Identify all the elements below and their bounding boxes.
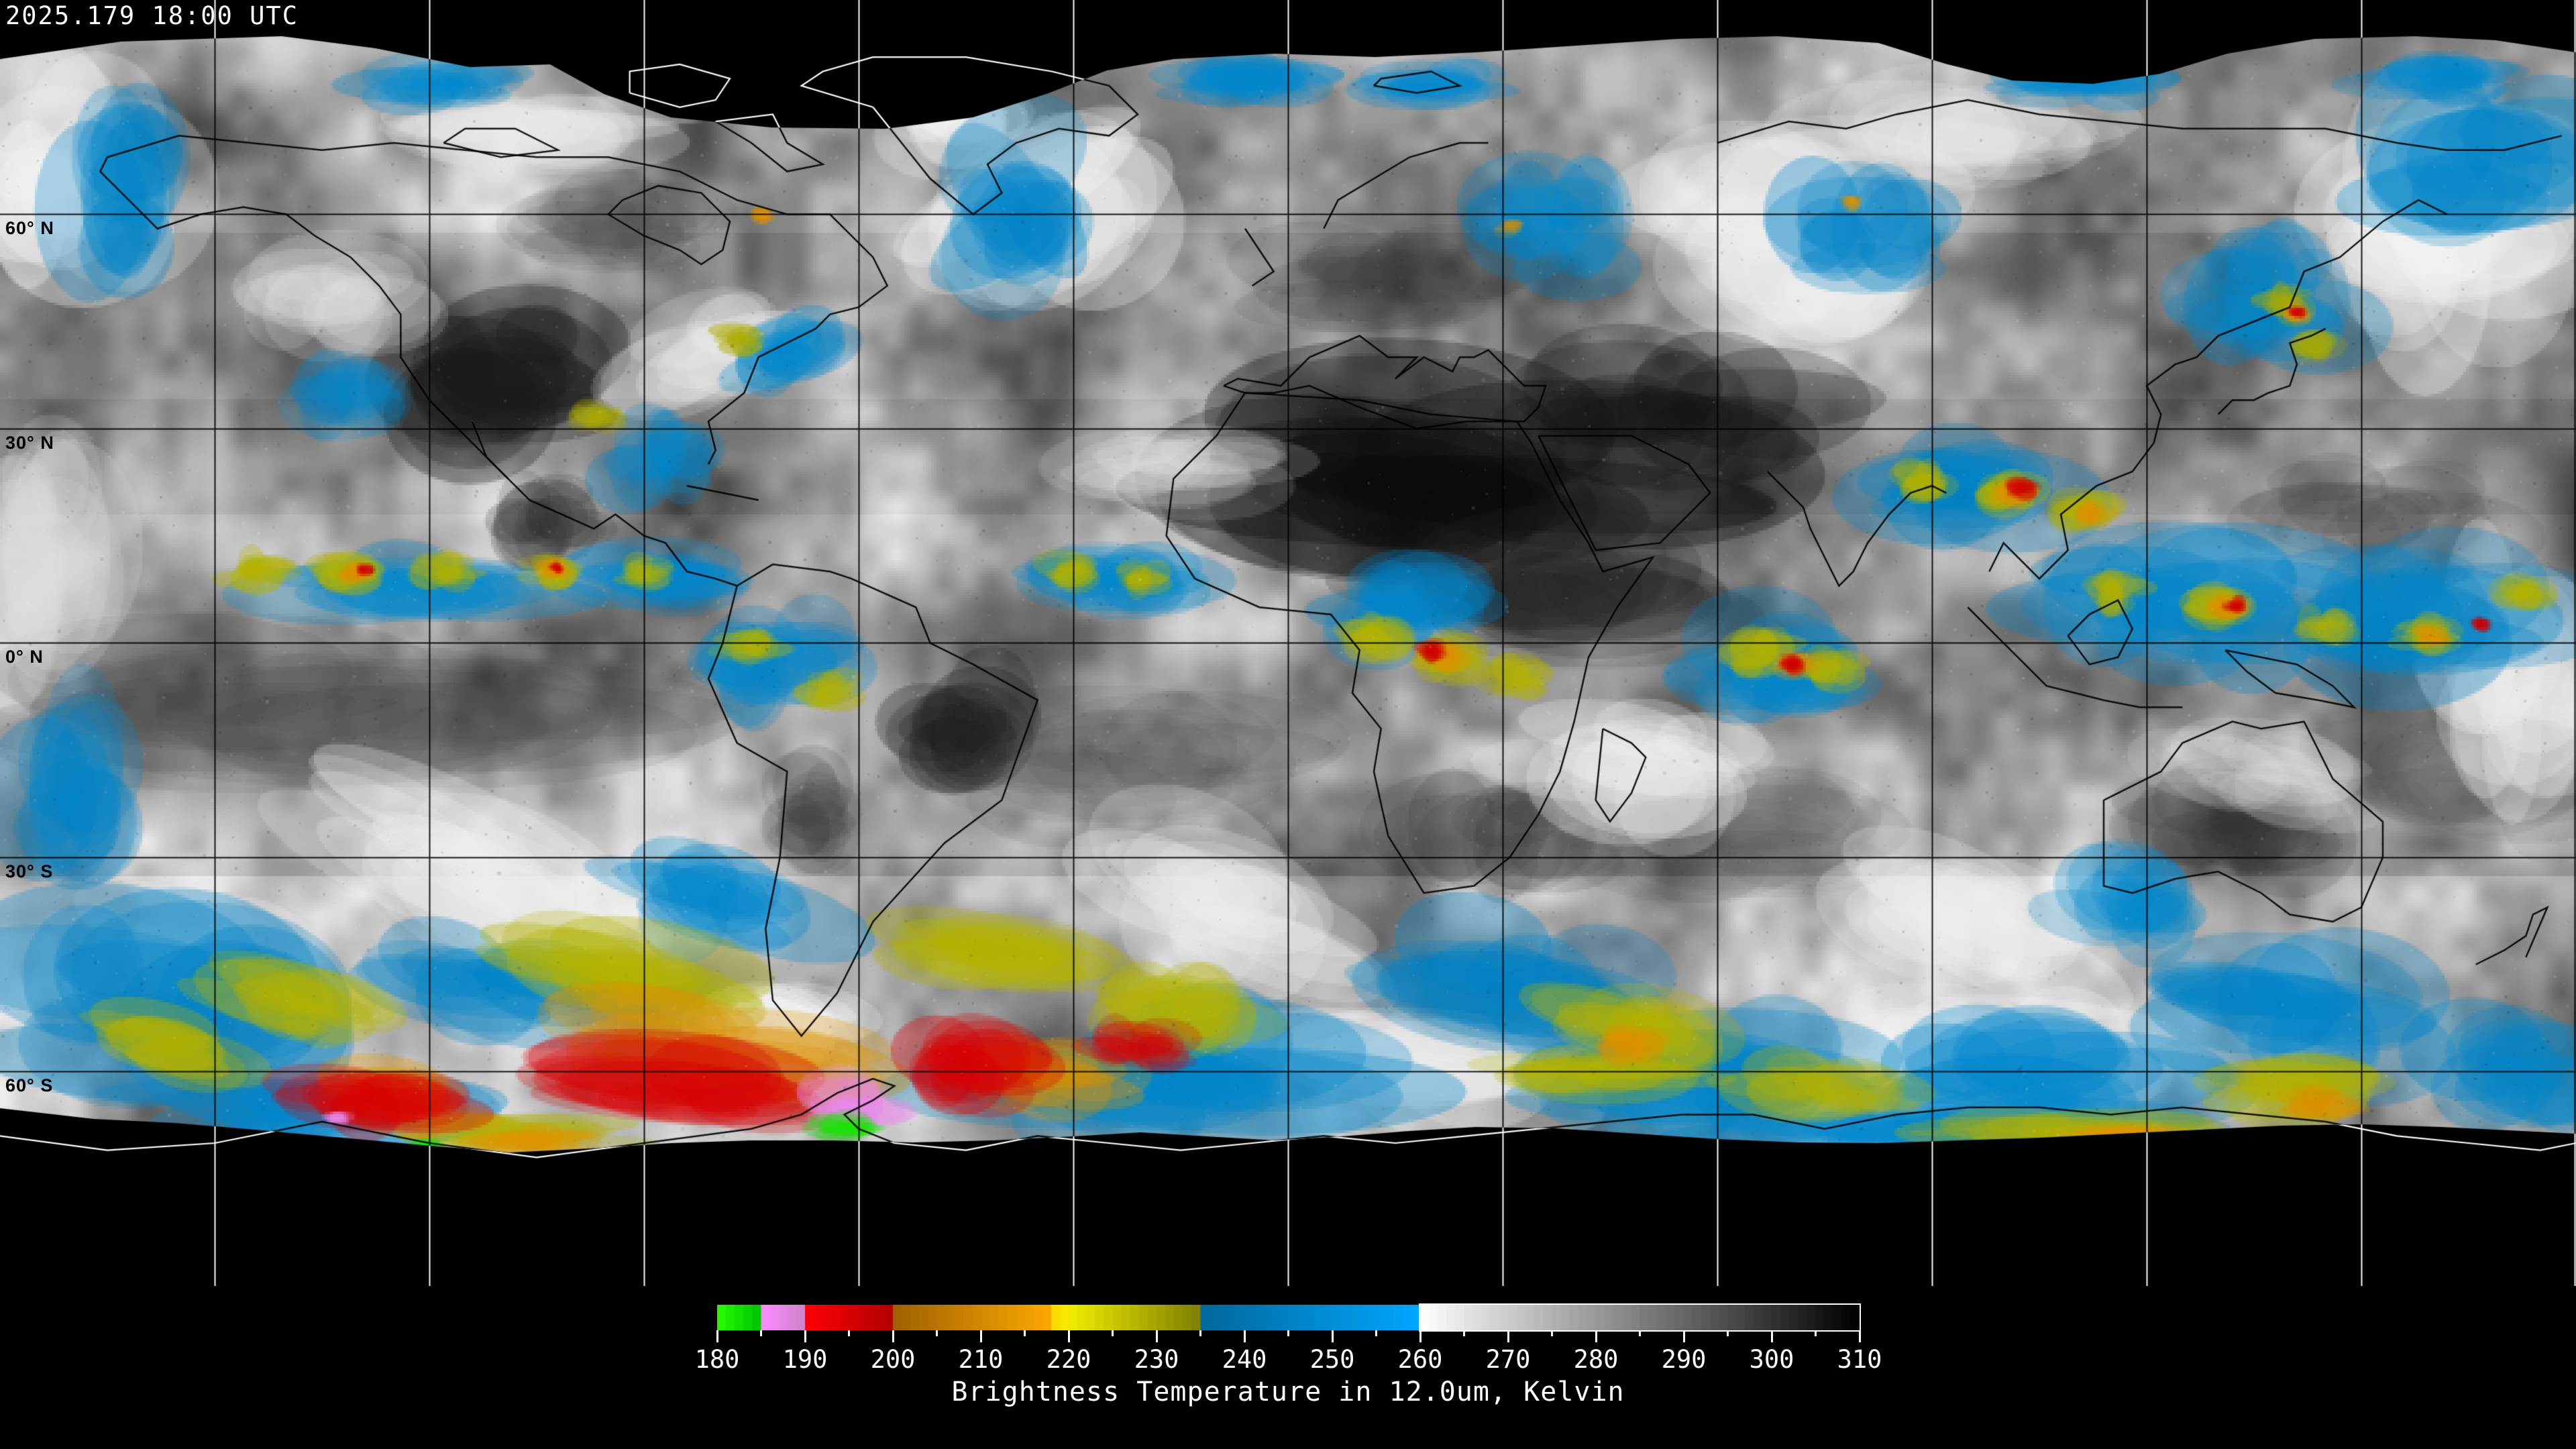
colorbar-tick: [1067, 1330, 1070, 1342]
colorbar-tick: [1419, 1330, 1421, 1342]
timestamp: 2025.179 18:00 UTC: [5, 1, 299, 30]
colorbar-tick: [1243, 1330, 1246, 1342]
colorbar-tick: [804, 1330, 806, 1342]
colorbar-tick-label: 230: [1134, 1345, 1179, 1374]
colorbar-tick: [892, 1330, 894, 1342]
colorbar-tick: [1331, 1330, 1334, 1342]
colorbar-tick: [1112, 1330, 1114, 1336]
colorbar-title: Brightness Temperature in 12.0um, Kelvin: [951, 1377, 1625, 1407]
colorbar-tick: [1024, 1330, 1026, 1336]
colorbar-tick: [1287, 1330, 1289, 1336]
colorbar-gradient: [717, 1305, 1860, 1330]
colorbar-tick-label: 240: [1222, 1345, 1267, 1374]
colorbar-tick-label: 280: [1573, 1345, 1619, 1374]
colorbar-tick: [760, 1330, 762, 1336]
colorbar-tick: [979, 1330, 982, 1342]
colorbar-tick: [848, 1330, 850, 1336]
colorbar-tick: [1507, 1330, 1509, 1342]
latitude-label: 0° N: [5, 647, 44, 667]
colorbar-tick-label: 250: [1309, 1345, 1355, 1374]
colorbar-tick-label: 200: [870, 1345, 916, 1374]
colorbar-tick: [1639, 1330, 1641, 1336]
colorbar-tick: [1551, 1330, 1553, 1336]
latitude-label: 60° N: [5, 218, 54, 238]
colorbar-tick-label: 220: [1046, 1345, 1091, 1374]
colorbar-tick: [1199, 1330, 1201, 1336]
colorbar-tick: [1727, 1330, 1729, 1336]
colorbar-tick: [1682, 1330, 1685, 1342]
colorbar-tick: [716, 1330, 718, 1342]
satellite-ir-map: [0, 0, 2576, 1286]
latitude-label: 60° S: [5, 1075, 54, 1095]
colorbar-tick: [1155, 1330, 1158, 1342]
colorbar-tick-label: 260: [1397, 1345, 1443, 1374]
colorbar-tick-label: 190: [782, 1345, 828, 1374]
colorbar-tick: [1463, 1330, 1465, 1336]
colorbar-tick-label: 270: [1485, 1345, 1531, 1374]
colorbar-tick: [1595, 1330, 1597, 1342]
latitude-label: 30° S: [5, 861, 54, 881]
colorbar-tick: [1375, 1330, 1377, 1336]
colorbar-tick: [1858, 1330, 1861, 1342]
colorbar-tick-label: 210: [958, 1345, 1004, 1374]
colorbar-tick-label: 300: [1749, 1345, 1794, 1374]
colorbar-grayscale-outline: [1419, 1303, 1861, 1332]
colorbar-tick-label: 290: [1661, 1345, 1707, 1374]
latitude-label: 30° N: [5, 433, 54, 453]
colorbar-tick: [936, 1330, 938, 1336]
colorbar-tick: [1815, 1330, 1817, 1336]
colorbar-tick-label: 180: [694, 1345, 740, 1374]
colorbar-tick: [1770, 1330, 1773, 1342]
colorbar-tick-label: 310: [1837, 1345, 1882, 1374]
